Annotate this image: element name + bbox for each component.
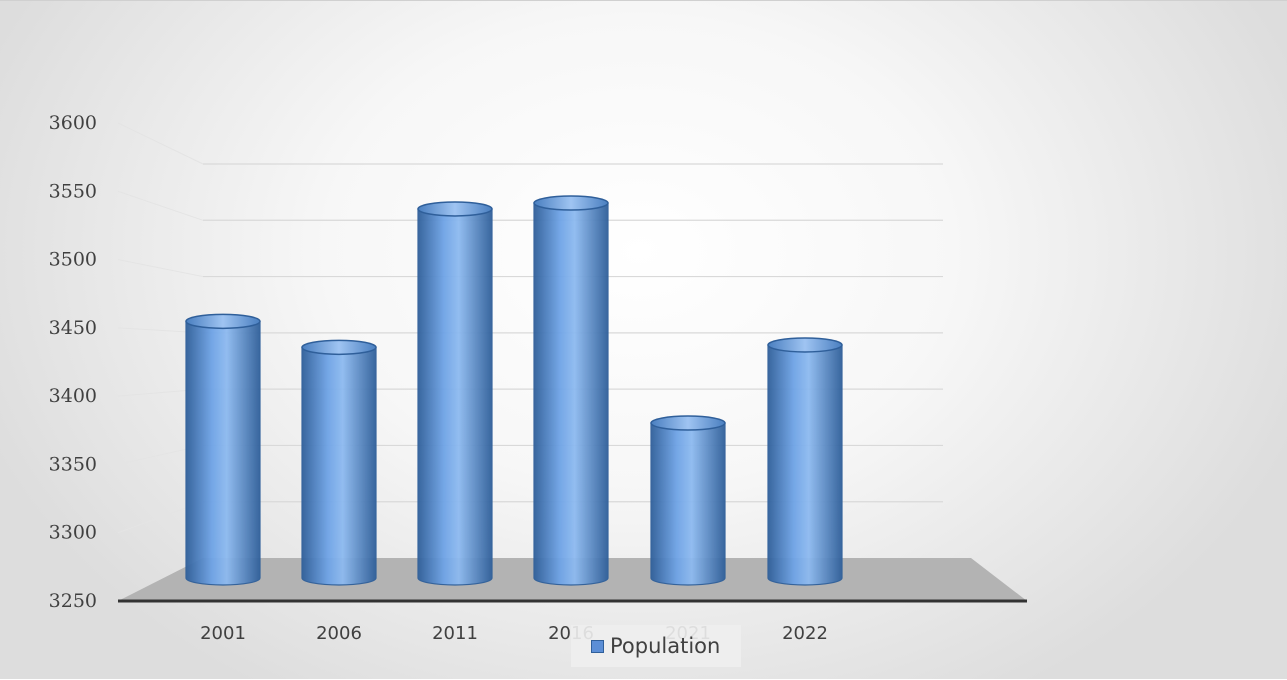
y-tick-label: 3400 — [49, 385, 97, 407]
bar-2001 — [185, 313, 261, 586]
y-tick-label: 3300 — [49, 522, 97, 544]
gridline-side — [117, 190, 204, 221]
bar-top — [301, 339, 377, 356]
bar-top — [650, 415, 726, 431]
bar-body — [533, 202, 609, 586]
y-tick-label: 3250 — [49, 590, 97, 612]
bar-body — [185, 320, 261, 586]
legend-label-population: Population — [610, 634, 721, 658]
bar-2021 — [650, 415, 726, 586]
legend-swatch-population — [591, 639, 604, 653]
x-tick-label: 2022 — [782, 623, 828, 644]
bar-body — [650, 422, 726, 586]
bar-body — [417, 208, 493, 586]
y-tick-label: 3350 — [49, 453, 97, 475]
bar-2011 — [417, 201, 493, 586]
gridline-side — [117, 259, 204, 278]
y-tick-label: 3600 — [49, 112, 97, 134]
bar-body — [301, 346, 377, 586]
y-tick-label: 3550 — [49, 180, 97, 202]
bar-2006 — [301, 339, 377, 586]
x-tick-label: 2006 — [316, 623, 362, 644]
y-tick-label: 3450 — [49, 317, 97, 339]
bar-top — [533, 195, 609, 211]
y-tick-label: 3500 — [49, 249, 97, 271]
bar-body — [767, 344, 843, 586]
legend: Population — [571, 625, 741, 667]
bar-top — [417, 201, 493, 217]
bar-2016 — [533, 195, 609, 586]
bar-2022 — [767, 337, 843, 586]
gridline-side — [117, 122, 204, 165]
x-tick-label: 2001 — [200, 623, 246, 644]
bar-top — [185, 313, 261, 330]
bar-top — [767, 337, 843, 353]
x-tick-label: 2011 — [432, 623, 478, 644]
